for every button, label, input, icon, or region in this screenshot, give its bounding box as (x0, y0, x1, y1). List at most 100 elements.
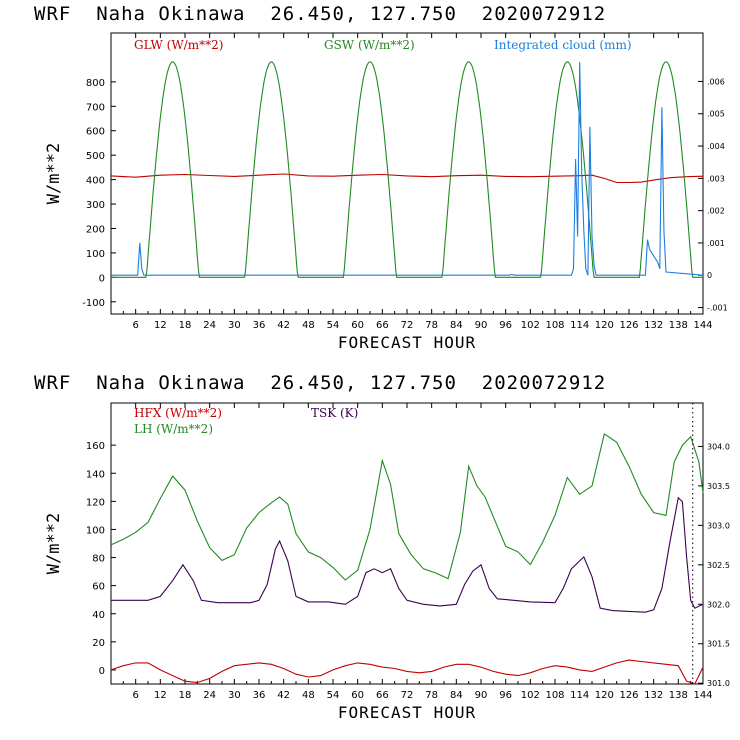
flux-temperature-chart: 6 12 18 24 30 36 42 48 54 60 66 72 78 84 90 96 102 108 114… (44, 402, 730, 722)
x-tick-label: 60 (351, 690, 364, 701)
y2-tick-label: 302.0 (707, 600, 730, 609)
y2-tick-label: -.001 (707, 304, 728, 313)
y-tick-label: 400 (86, 176, 105, 187)
y-tick-label: 300 (86, 200, 105, 211)
x-tick-label: 66 (376, 690, 389, 701)
legend-lh-w-m-2: LH (W/m**2) (134, 422, 213, 436)
x-tick-label: 42 (277, 690, 290, 701)
x-tick-label: 54 (327, 320, 340, 331)
x-tick-label: 66 (376, 320, 389, 331)
x-tick-label: 48 (302, 320, 315, 331)
x-tick-label: 6 (132, 320, 138, 331)
y2-tick-label: 302.5 (707, 561, 730, 570)
x-tick-label: 120 (595, 320, 614, 331)
x-tick-label: 24 (203, 320, 216, 331)
x-tick-label: 48 (302, 690, 315, 701)
x-tick-label: 30 (228, 690, 241, 701)
plot-frame (110, 32, 704, 315)
x-tick-label: 18 (179, 690, 192, 701)
y-tick-label: 800 (86, 78, 105, 89)
y2-tick-label: .005 (707, 110, 725, 119)
y-axis-label: W/m**2 (44, 143, 64, 204)
x-tick-label: 12 (154, 690, 167, 701)
y2-tick-label: .003 (707, 174, 725, 183)
y-tick-label: 40 (92, 610, 105, 621)
x-tick-label: 96 (499, 690, 512, 701)
gsw-w-m-2-line (111, 61, 703, 278)
chart-title-top: WRF Naha Okinawa 26.450, 127.750 2020072… (34, 3, 607, 25)
x-tick-label: 102 (521, 320, 540, 331)
y-tick-label: 120 (86, 497, 105, 508)
legend-glw-w-m-2: GLW (W/m**2) (134, 38, 223, 52)
y-tick-label: 160 (86, 441, 105, 452)
x-axis-label: FORECAST HOUR (338, 703, 476, 722)
x-tick-label: 96 (499, 320, 512, 331)
y-tick-label: 0 (99, 273, 105, 284)
y-tick-label: 60 (92, 582, 105, 593)
y-tick-label: 500 (86, 151, 105, 162)
x-tick-label: 18 (179, 320, 192, 331)
x-tick-label: 72 (401, 320, 414, 331)
y-axis-label: W/m**2 (44, 513, 64, 574)
y-tick-label: 140 (86, 469, 105, 480)
x-tick-label: 78 (425, 690, 438, 701)
y2-tick-label: 303.0 (707, 521, 730, 530)
y-tick-label: 80 (92, 554, 105, 565)
radiation-cloud-chart: 6 12 18 24 30 36 42 48 54 60 66 72 78 84 90 96 102 108 114… (44, 32, 728, 352)
x-tick-label: 36 (253, 320, 266, 331)
x-tick-label: 126 (619, 320, 638, 331)
x-tick-label: 6 (132, 690, 138, 701)
x-tick-label: 138 (669, 690, 688, 701)
y2-tick-label: 304.0 (707, 442, 730, 451)
x-tick-label: 132 (644, 690, 663, 701)
x-tick-label: 108 (545, 320, 564, 331)
x-tick-label: 114 (570, 690, 589, 701)
x-tick-label: 72 (401, 690, 414, 701)
tsk-k-line (111, 496, 704, 613)
chart-title-bottom: WRF Naha Okinawa 26.450, 127.750 2020072… (34, 372, 607, 394)
lh-w-m-2-line (110, 432, 704, 581)
x-tick-label: 42 (277, 320, 290, 331)
x-tick-label: 114 (570, 320, 589, 331)
y-tick-label: -100 (82, 298, 105, 309)
y2-tick-label: 303.5 (707, 482, 730, 491)
x-tick-label: 102 (521, 690, 540, 701)
legend-gsw-w-m-2: GSW (W/m**2) (324, 38, 415, 52)
x-tick-label: 144 (693, 320, 712, 331)
x-tick-label: 24 (203, 690, 216, 701)
hfx-w-m-2-line (110, 659, 704, 685)
y2-tick-label: .006 (707, 77, 725, 86)
y-tick-label: 700 (86, 102, 105, 113)
y-tick-label: 600 (86, 127, 105, 138)
x-tick-label: 126 (619, 690, 638, 701)
integrated-cloud-mm-line (111, 62, 704, 276)
legend-integrated-cloud-mm: Integrated cloud (mm) (494, 38, 632, 52)
x-tick-label: 78 (425, 320, 438, 331)
x-tick-label: 120 (595, 690, 614, 701)
x-tick-label: 84 (450, 320, 463, 331)
x-tick-label: 84 (450, 690, 463, 701)
x-tick-label: 108 (545, 690, 564, 701)
y2-tick-label: 0 (707, 271, 712, 280)
glw-w-m-2-line (110, 173, 704, 184)
y-tick-label: 200 (86, 224, 105, 235)
y-tick-label: 100 (86, 249, 105, 260)
y-tick-label: 20 (92, 638, 105, 649)
x-tick-label: 36 (253, 690, 266, 701)
x-tick-label: 90 (475, 690, 488, 701)
x-tick-label: 60 (351, 320, 364, 331)
x-tick-label: 30 (228, 320, 241, 331)
x-tick-label: 144 (693, 690, 712, 701)
x-tick-label: 54 (327, 690, 340, 701)
y2-tick-label: .002 (707, 207, 725, 216)
x-tick-label: 132 (644, 320, 663, 331)
y2-tick-label: 301.0 (707, 679, 730, 688)
x-tick-label: 90 (475, 320, 488, 331)
legend-tsk-k: TSK (K) (311, 406, 358, 420)
plot-frame (110, 402, 704, 685)
x-axis-label: FORECAST HOUR (338, 333, 476, 352)
x-tick-label: 12 (154, 320, 167, 331)
y2-tick-label: .004 (707, 142, 725, 151)
y2-tick-label: 301.5 (707, 640, 730, 649)
y2-tick-label: .001 (707, 239, 725, 248)
